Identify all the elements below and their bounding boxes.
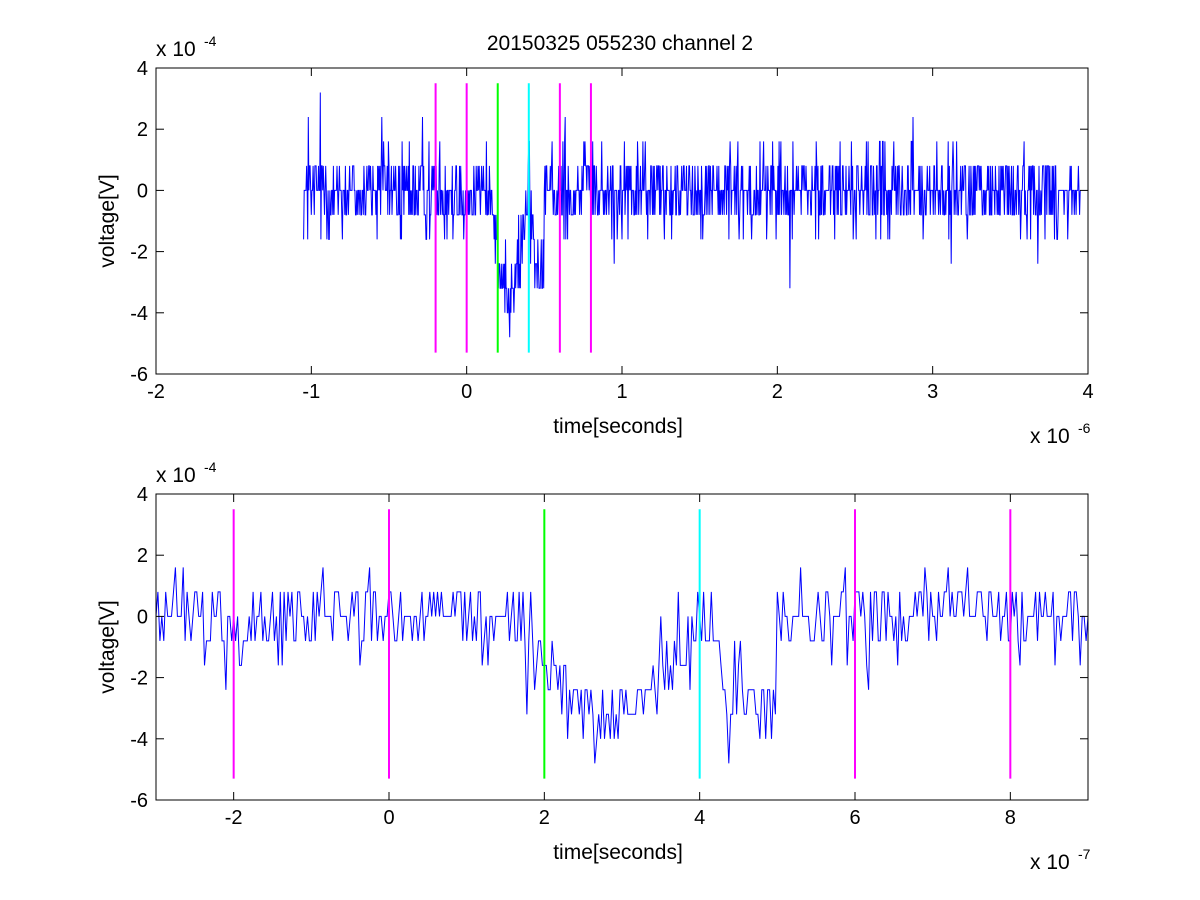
y-tick-label: -6 xyxy=(130,364,148,386)
y-tick-label: -4 xyxy=(130,729,148,751)
y-exponent-power: -4 xyxy=(204,459,217,475)
y-tick-label: -6 xyxy=(130,790,148,812)
x-tick-label: 2 xyxy=(539,807,550,829)
y-exponent-label: x 10 xyxy=(156,38,196,61)
y-axis-label: voltage[V] xyxy=(96,174,119,267)
x-tick-label: 6 xyxy=(849,807,860,829)
x-tick-label: 1 xyxy=(616,381,627,403)
y-exponent-power: -4 xyxy=(204,33,217,49)
y-tick-label: 0 xyxy=(137,180,148,202)
x-exponent-power: -7 xyxy=(1078,846,1091,862)
y-tick-label: 2 xyxy=(137,119,148,141)
y-tick-label: 4 xyxy=(137,58,148,80)
y-tick-label: 0 xyxy=(137,606,148,628)
x-exponent-label: x 10 xyxy=(1030,851,1070,874)
y-tick-label: -2 xyxy=(130,668,148,690)
signal-trace xyxy=(303,92,1081,338)
axes-frame xyxy=(155,493,1089,801)
y-tick-label: -2 xyxy=(130,242,148,264)
x-tick-label: 8 xyxy=(1005,807,1016,829)
x-tick-label: 4 xyxy=(694,807,705,829)
x-tick-label: -2 xyxy=(147,381,165,403)
y-exponent-label: x 10 xyxy=(156,464,196,487)
x-tick-label: -1 xyxy=(302,381,320,403)
x-tick-label: 0 xyxy=(461,381,472,403)
x-tick-label: 2 xyxy=(772,381,783,403)
x-tick-label: -2 xyxy=(225,807,243,829)
x-exponent-label: x 10 xyxy=(1030,425,1070,448)
x-tick-label: 4 xyxy=(1082,381,1093,403)
x-exponent-power: -6 xyxy=(1078,420,1091,436)
y-tick-label: 4 xyxy=(137,484,148,506)
x-axis-label: time[seconds] xyxy=(553,841,683,864)
figure-title: 20150325 055230 channel 2 xyxy=(487,32,753,55)
y-tick-label: -4 xyxy=(130,303,148,325)
y-tick-label: 2 xyxy=(137,545,148,567)
x-tick-label: 3 xyxy=(927,381,938,403)
bottom-axes: -2 0 2 4 6 8 -6 -4 -2 0 2 4 time[seconds] voltage[V] x… xyxy=(96,459,1091,874)
x-axis-label: time[seconds] xyxy=(553,415,683,438)
y-axis-label: voltage[V] xyxy=(96,600,119,693)
x-tick-label: 0 xyxy=(383,807,394,829)
top-axes: -2 -1 0 1 2 3 4 -6 -4 -2 0 2 4 time[seconds] voltage[V… xyxy=(96,33,1094,448)
signal-trace xyxy=(156,567,1088,764)
